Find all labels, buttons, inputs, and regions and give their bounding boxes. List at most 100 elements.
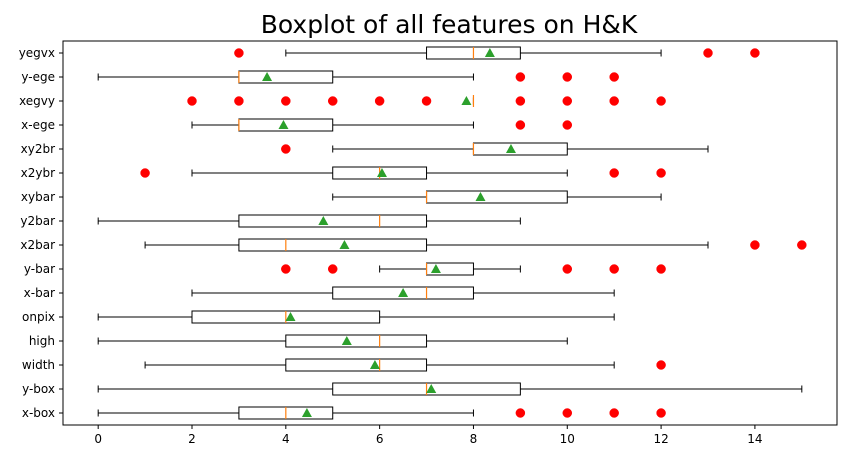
plot-area-frame: [62, 40, 838, 426]
outlier-point: [609, 96, 619, 106]
outlier-point: [656, 96, 666, 106]
iqr-box: [332, 286, 474, 300]
boxplot-xy2br: [281, 142, 709, 156]
mean-marker: [376, 168, 387, 177]
y-tick-label: xybar: [21, 190, 55, 204]
boxplot-x2ybr: [140, 166, 666, 180]
boxplot-xybar: [332, 190, 662, 204]
boxplot-y-box: [97, 382, 803, 396]
outlier-point: [609, 408, 619, 418]
x-tick-label: 14: [747, 432, 762, 446]
mean-marker: [285, 312, 296, 321]
iqr-box: [472, 142, 568, 156]
outlier-point: [562, 96, 573, 106]
x-tick-label: 12: [653, 432, 668, 446]
iqr-box: [238, 214, 428, 228]
outlier-point: [234, 96, 244, 106]
x-tick-label: 10: [560, 432, 575, 446]
outlier-point: [515, 96, 526, 106]
outlier-point: [374, 96, 385, 106]
x-tick-label: 2: [188, 432, 196, 446]
boxplot-y-bar: [281, 262, 666, 276]
y-tick-label: width: [22, 358, 55, 372]
boxplot-onpix: [97, 310, 615, 324]
outlier-point: [750, 48, 760, 58]
outlier-point: [797, 240, 807, 250]
mean-marker: [341, 336, 352, 345]
boxplot-y2bar: [97, 214, 521, 228]
outlier-point: [562, 120, 573, 130]
mean-marker: [278, 120, 289, 129]
outlier-point: [281, 264, 291, 274]
outlier-point: [562, 408, 573, 418]
x-tick-label: 4: [282, 432, 290, 446]
boxplot-width: [144, 358, 666, 372]
outlier-point: [609, 168, 619, 178]
outlier-point: [609, 72, 619, 82]
outlier-point: [281, 96, 291, 106]
outlier-point: [656, 408, 666, 418]
x-tick-label: 8: [470, 432, 478, 446]
boxplot-x2bar: [144, 238, 807, 252]
iqr-box: [426, 190, 568, 204]
outlier-point: [327, 264, 338, 274]
outlier-point: [750, 240, 760, 250]
chart-title: Boxplot of all features on H&K: [261, 10, 638, 39]
mean-marker: [369, 360, 380, 369]
outlier-point: [281, 144, 291, 154]
boxplot-x-ege: [191, 118, 573, 132]
mean-marker: [318, 216, 329, 225]
y-tick-label: x-bar: [24, 286, 55, 300]
outlier-point: [656, 264, 666, 274]
y-tick-label: x2ybr: [21, 166, 55, 180]
outlier-point: [515, 72, 526, 82]
boxplot-yegvx: [234, 46, 760, 60]
mean-marker: [398, 288, 409, 297]
iqr-box: [238, 70, 334, 84]
x-axis: 0 2 4 6 8 10 12 14: [94, 425, 763, 446]
outlier-point: [187, 96, 197, 106]
y-tick-label: y-box: [22, 382, 55, 396]
y-tick-label: high: [29, 334, 55, 348]
y-tick-label: onpix: [22, 310, 55, 324]
boxplot-x-bar: [191, 286, 615, 300]
y-tick-label: y2bar: [20, 214, 55, 228]
boxplot-xegvy: [187, 95, 666, 107]
outlier-point: [140, 168, 150, 178]
mean-marker: [301, 408, 312, 417]
mean-marker: [262, 72, 273, 81]
mean-marker: [339, 240, 350, 249]
mean-marker: [461, 96, 472, 105]
mean-marker: [484, 48, 495, 57]
outlier-point: [656, 360, 666, 370]
outlier-point: [656, 168, 666, 178]
outlier-point: [562, 264, 573, 274]
boxplot-high: [97, 334, 568, 348]
outlier-point: [562, 72, 573, 82]
outlier-point: [421, 96, 432, 106]
y-tick-label: x-ege: [21, 118, 55, 132]
iqr-box: [238, 238, 428, 252]
y-tick-label: y-ege: [21, 70, 55, 84]
x-tick-label: 6: [376, 432, 384, 446]
mean-marker: [430, 264, 441, 273]
outlier-point: [327, 96, 338, 106]
outlier-point: [609, 264, 619, 274]
y-tick-label: xy2br: [21, 142, 55, 156]
boxplot-y-ege: [97, 70, 619, 84]
y-tick-label: xegvy: [19, 94, 55, 108]
boxplot-x-box: [97, 406, 666, 420]
outlier-point: [515, 120, 526, 130]
y-tick-label: yegvx: [19, 46, 55, 60]
mean-marker: [505, 144, 516, 153]
outlier-point: [515, 408, 526, 418]
y-axis: yegvx y-ege xegvy x-ege xy2br x2ybr xybar y2bar…: [19, 46, 63, 420]
y-tick-label: x2bar: [20, 238, 55, 252]
boxes-group: [97, 46, 807, 420]
outlier-point: [703, 48, 713, 58]
mean-marker: [426, 384, 437, 393]
mean-marker: [475, 192, 486, 201]
y-tick-label: y-bar: [24, 262, 55, 276]
iqr-box: [285, 358, 428, 372]
